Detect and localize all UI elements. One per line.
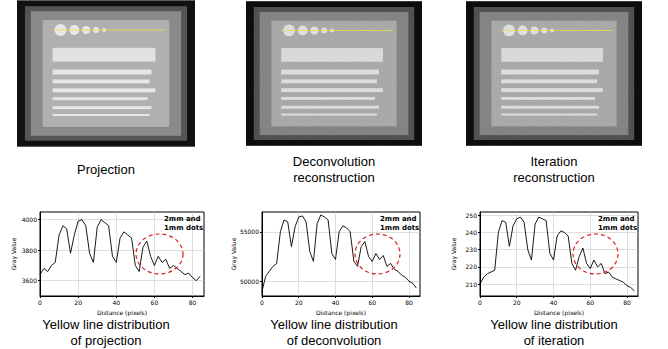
svg-text:60: 60: [586, 299, 594, 306]
html-text:Iteration reconstruction: Iteration reconstruction: [513, 154, 595, 185]
svg-text:40: 40: [332, 299, 340, 306]
svg-text:0: 0: [260, 299, 264, 306]
svg-text:220: 220: [466, 263, 478, 270]
svg-text:210: 210: [466, 281, 478, 288]
svg-text:Distance (pixels): Distance (pixels): [534, 309, 584, 317]
svg-text:1mm dots: 1mm dots: [598, 224, 637, 232]
svg-text:4000: 4000: [22, 216, 37, 223]
svg-text:Distance (pixels): Distance (pixels): [316, 309, 366, 317]
svg-text:2mm and: 2mm and: [164, 215, 201, 223]
html-text:Yellow line distribution of it: Yellow line distribution of iteration: [490, 316, 618, 348]
svg-text:20: 20: [74, 299, 82, 306]
html-text:Projection: Projection: [77, 162, 135, 177]
svg-text:1mm dots: 1mm dots: [164, 224, 203, 232]
svg-text:Distance (pixels): Distance (pixels): [97, 309, 147, 317]
svg-text:50000: 50000: [240, 278, 259, 285]
svg-text:2mm and: 2mm and: [380, 215, 417, 223]
svg-text:55000: 55000: [240, 228, 259, 235]
svg-text:230: 230: [466, 246, 478, 253]
svg-text:40: 40: [112, 299, 120, 306]
html-text:Yellow line distribution of pr: Yellow line distribution of projection: [42, 316, 170, 348]
svg-text:0: 0: [38, 299, 42, 306]
svg-text:240: 240: [466, 229, 478, 236]
svg-text:80: 80: [189, 299, 197, 306]
svg-text:250: 250: [466, 212, 478, 219]
svg-text:20: 20: [295, 299, 303, 306]
svg-text:80: 80: [623, 299, 631, 306]
svg-text:0: 0: [478, 299, 482, 306]
svg-text:60: 60: [151, 299, 159, 306]
svg-text:60: 60: [368, 299, 376, 306]
svg-text:20: 20: [513, 299, 521, 306]
svg-text:3600: 3600: [22, 277, 37, 284]
svg-text:Gray Value: Gray Value: [230, 237, 238, 270]
svg-text:Gray Value: Gray Value: [10, 237, 18, 270]
svg-text:2mm and: 2mm and: [598, 215, 635, 223]
svg-text:40: 40: [550, 299, 558, 306]
svg-text:3800: 3800: [22, 247, 37, 254]
html-text:Yellow line distribution of de: Yellow line distribution of deconvolutio…: [270, 316, 398, 348]
svg-text:Gray Value: Gray Value: [450, 237, 458, 270]
svg-text:80: 80: [405, 299, 413, 306]
svg-text:1mm dots: 1mm dots: [380, 224, 419, 232]
html-text:Deconvolution reconstruction: Deconvolution reconstruction: [292, 154, 376, 185]
